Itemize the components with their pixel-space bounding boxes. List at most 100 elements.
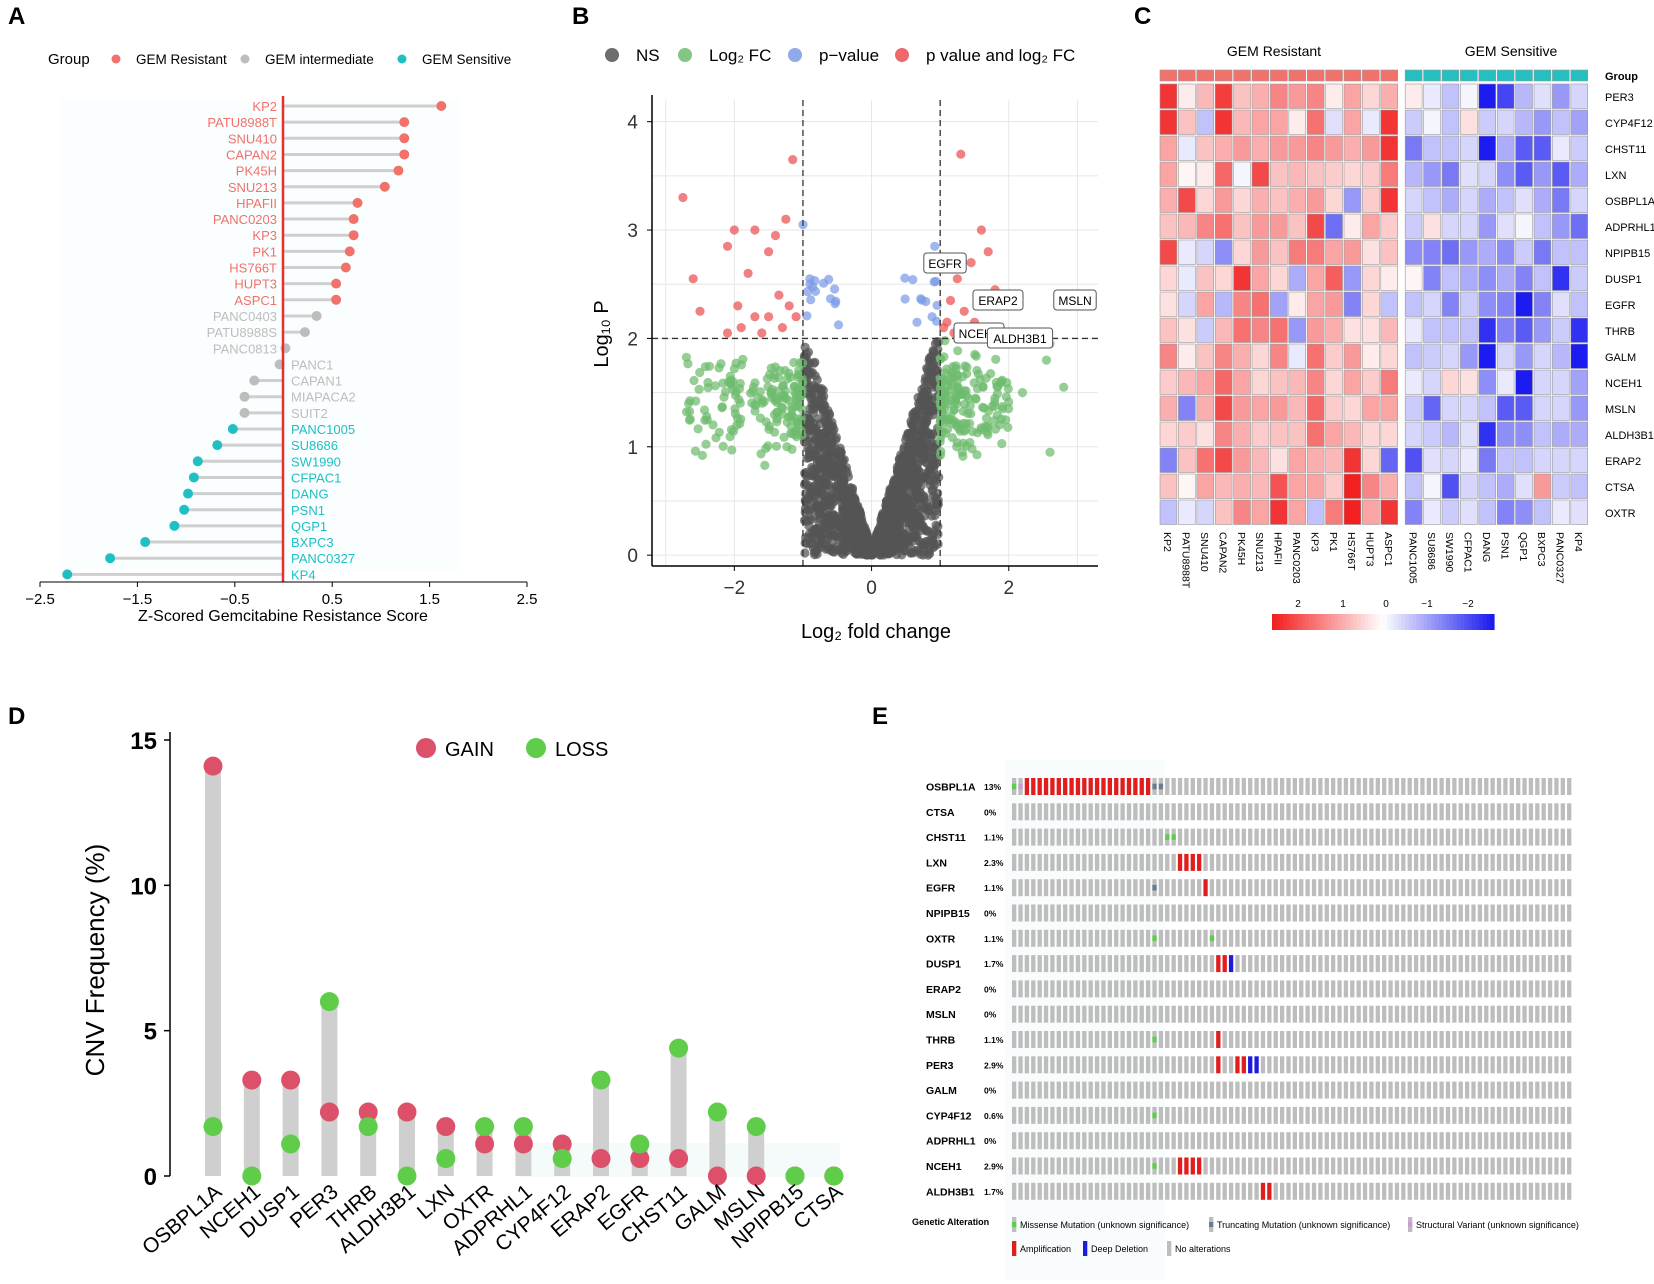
sample-thrb-61 — [1401, 1031, 1406, 1048]
scale-tick-3: −1 — [1421, 599, 1433, 610]
sample-ctsa-44 — [1292, 803, 1298, 821]
sample-osbpl1a-68 — [1445, 778, 1451, 795]
sample-aldh3b1-41 — [1273, 1182, 1278, 1200]
heatmap-cell-nceh1-snu410 — [1196, 369, 1215, 395]
category-label-hpafii: HPAFII — [236, 196, 277, 211]
sample-osbpl1a-20 — [1139, 778, 1144, 795]
sample-adprhl1-6 — [1050, 1132, 1055, 1150]
sample-nceh1-79 — [1516, 1157, 1521, 1175]
sample-adprhl1-25 — [1171, 1132, 1176, 1150]
heatmap-cell-nceh1-kp2 — [1159, 369, 1178, 395]
sample-ctsa-83 — [1541, 803, 1546, 821]
heatmap-cell-chst11-patu8988t — [1178, 135, 1196, 161]
heatmap-cell-galm-cfpac1 — [1460, 343, 1478, 369]
volcano-point-1602 — [997, 439, 1007, 449]
stem-chst11 — [670, 1048, 687, 1176]
sample-aldh3b1-57 — [1375, 1182, 1380, 1200]
category-label-patu8988t: PATU8988T — [207, 115, 277, 130]
heatmap-cell-per3-aspc1 — [1380, 83, 1399, 109]
sample-egfr-42 — [1279, 879, 1285, 897]
panel-letter-d: D — [8, 703, 25, 730]
sample-egfr-45 — [1299, 879, 1304, 897]
sample-aldh3b1-39 — [1260, 1182, 1266, 1200]
sample-nceh1-23 — [1158, 1157, 1164, 1175]
sample-per3-69 — [1452, 1056, 1457, 1074]
sample-cyp4f12-0 — [1012, 1106, 1017, 1124]
volcano-point-1772 — [970, 393, 981, 403]
sample-nceh1-43 — [1286, 1157, 1291, 1175]
sample-osbpl1a-8 — [1063, 778, 1068, 795]
heatmap-cell-thrb-pk1 — [1325, 317, 1343, 343]
scale-step-1 — [1275, 614, 1280, 630]
sample-ctsa-19 — [1133, 803, 1138, 821]
sample-erap2-29 — [1197, 980, 1202, 998]
heatmap-cell-erap2-panc1005 — [1404, 447, 1423, 473]
sample-aldh3b1-84 — [1547, 1182, 1553, 1200]
scale-step-51 — [1460, 614, 1465, 630]
sample-msln-84 — [1547, 1005, 1553, 1023]
sample-egfr-59 — [1388, 879, 1393, 897]
volcano-point-1912 — [775, 366, 785, 376]
sample-per3-44 — [1292, 1056, 1298, 1074]
sample-nceh1-56 — [1369, 1157, 1374, 1175]
sample-erap2-83 — [1541, 980, 1546, 998]
legend-label-2: Log₂ FC — [709, 46, 771, 65]
column-label-capan2: CAPAN2 — [1216, 532, 1228, 573]
sample-erap2-63 — [1413, 980, 1419, 998]
sample-dusp1-63 — [1413, 955, 1419, 973]
heatmap-cell-npipb15-qgp1 — [1515, 239, 1533, 265]
sample-chst11-4 — [1037, 828, 1042, 846]
volcano-point-1550 — [827, 417, 837, 427]
sample-thrb-78 — [1509, 1031, 1514, 1048]
heatmap-cell-chst11-cfpac1 — [1460, 135, 1478, 161]
heatmap-cell-erap2-dang — [1478, 447, 1497, 473]
heatmap-cell-galm-panc0203 — [1288, 343, 1307, 369]
sample-aldh3b1-72 — [1471, 1182, 1476, 1200]
point-su8686 — [212, 440, 223, 451]
scale-step-56 — [1479, 614, 1484, 630]
sample-osbpl1a-11 — [1082, 778, 1087, 795]
sample-cyp4f12-87 — [1567, 1106, 1572, 1124]
sample-ctsa-7 — [1056, 803, 1061, 821]
sample-npipb15-22 — [1152, 904, 1157, 922]
sample-galm-20 — [1139, 1081, 1144, 1099]
gene-label-npipb15: NPIPB15 — [926, 908, 970, 920]
sample-cyp4f12-60 — [1394, 1106, 1400, 1124]
scale-step-53 — [1468, 614, 1473, 630]
heatmap-cell-erap2-pk1 — [1325, 447, 1343, 473]
heatmap-cell-cyp4f12-dang — [1478, 109, 1497, 135]
heatmap-cell-cyp4f12-hupt3 — [1362, 109, 1380, 135]
sample-galm-81 — [1528, 1081, 1534, 1099]
volcano-point-1568 — [912, 508, 923, 518]
sample-aldh3b1-9 — [1069, 1182, 1074, 1200]
sample-per3-66 — [1433, 1056, 1438, 1074]
sample-aldh3b1-14 — [1101, 1182, 1106, 1200]
sample-nceh1-87 — [1567, 1157, 1572, 1175]
sample-msln-20 — [1139, 1005, 1144, 1023]
sample-egfr-35 — [1235, 879, 1240, 897]
volcano-point-1605 — [771, 441, 782, 451]
sample-npipb15-50 — [1331, 904, 1336, 922]
row-label-osbpl1a: OSBPL1A — [1605, 196, 1654, 208]
scale-step-33 — [1394, 614, 1399, 630]
heatmap-cell-nceh1-pk45h — [1233, 369, 1251, 395]
sample-per3-71 — [1464, 1056, 1470, 1074]
heatmap-cell-adprhl1-pk45h — [1233, 213, 1251, 239]
heatmap-cell-nceh1-capan2 — [1214, 369, 1233, 395]
sample-nceh1-42 — [1279, 1157, 1285, 1175]
heatmap-cell-thrb-cfpac1 — [1460, 317, 1478, 343]
category-label-snu213: SNU213 — [228, 180, 277, 195]
sample-msln-16 — [1114, 1005, 1119, 1023]
loss-point-aldh3b1 — [397, 1166, 417, 1186]
volcano-point-1853 — [750, 378, 760, 388]
sample-thrb-54 — [1356, 1031, 1361, 1048]
sample-npipb15-46 — [1305, 904, 1310, 922]
volcano-point-1530 — [830, 511, 840, 521]
sample-adprhl1-54 — [1356, 1132, 1361, 1150]
heatmap-cell-thrb-panc0327 — [1552, 317, 1570, 343]
loss-point-nceh1 — [242, 1166, 262, 1186]
heatmap-cell-aldh3b1-pk45h — [1233, 421, 1251, 447]
category-label-snu410: SNU410 — [228, 131, 277, 146]
sample-erap2-32 — [1216, 980, 1221, 998]
sample-per3-67 — [1439, 1056, 1444, 1074]
